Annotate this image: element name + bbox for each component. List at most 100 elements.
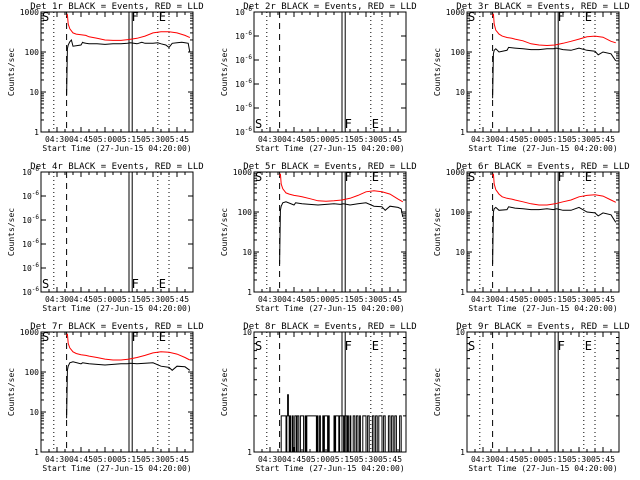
- panel-det-1r: Det 1r BLACK = Events, RED = LLD 1 10 100 10…: [7, 2, 204, 153]
- marker-letter-s: S: [255, 117, 262, 131]
- y-tick-label: 10: [29, 88, 39, 97]
- marker-letter-f: F: [132, 10, 139, 24]
- marker-letter-e: E: [159, 10, 166, 24]
- x-tick-label: 05:15: [330, 295, 354, 304]
- marker-letter-s: S: [255, 170, 262, 184]
- x-tick-label: 05:15: [543, 135, 567, 144]
- lld-series-line: [279, 173, 404, 203]
- y-tick-label: 1000: [446, 8, 465, 17]
- x-tick-label: 05:45: [591, 135, 615, 144]
- marker-letter-s: S: [468, 10, 475, 24]
- y-tick-label: 10: [455, 248, 465, 257]
- x-tick-label: 05:45: [591, 455, 615, 464]
- events-series-line: [492, 46, 617, 99]
- x-tick-label: 05:00: [93, 455, 117, 464]
- events-series-line: [279, 394, 403, 453]
- x-axis-label: Start Time (27-Jun-15 04:20:00): [255, 144, 404, 153]
- y-tick-label: 10: [455, 88, 465, 97]
- marker-letter-e: E: [585, 170, 592, 184]
- x-tick-label: 05:45: [378, 135, 402, 144]
- x-tick-label: 04:30: [471, 135, 495, 144]
- x-tick-label: 05:30: [354, 455, 378, 464]
- x-tick-label: 05:45: [591, 295, 615, 304]
- x-axis-label: Start Time (27-Jun-15 04:20:00): [42, 464, 191, 473]
- x-axis-label: Start Time (27-Jun-15 04:20:00): [255, 304, 404, 313]
- x-tick-label: 05:45: [165, 135, 189, 144]
- x-tick-label: 05:00: [306, 295, 330, 304]
- marker-letter-f: F: [558, 339, 565, 353]
- y-tick-label: 10-6: [22, 286, 39, 297]
- marker-letter-e: E: [585, 339, 592, 353]
- x-tick-label: 05:15: [543, 455, 567, 464]
- panel-det-5r: Det 5r BLACK = Events, RED = LLD 1 10 100 10…: [220, 162, 417, 313]
- x-tick-label: 05:45: [378, 295, 402, 304]
- panel-title: Det 9r BLACK = Events, RED = LLD: [456, 322, 629, 332]
- x-tick-label: 04:45: [282, 135, 306, 144]
- y-tick-label: 10-6: [22, 214, 39, 225]
- panel-det-6r: Det 6r BLACK = Events, RED = LLD 1 10 100 10…: [433, 162, 630, 313]
- x-tick-label: 04:30: [45, 295, 69, 304]
- plot-frame: [253, 11, 407, 133]
- marker-letter-f: F: [558, 10, 565, 24]
- y-tick-label: 10-6: [235, 54, 252, 65]
- x-tick-label: 04:45: [495, 135, 519, 144]
- x-tick-label: 04:30: [471, 295, 495, 304]
- y-tick-label: 10-6: [235, 6, 252, 17]
- marker-letter-s: S: [468, 170, 475, 184]
- marker-letter-s: S: [42, 10, 49, 24]
- panel-title: Det 7r BLACK = Events, RED = LLD: [30, 322, 203, 332]
- x-axis-label: Start Time (27-Jun-15 04:20:00): [468, 304, 617, 313]
- y-tick-label: 1000: [20, 328, 39, 337]
- y-tick-label: 100: [451, 208, 466, 217]
- plot-frame: [466, 331, 620, 453]
- marker-letter-f: F: [558, 170, 565, 184]
- x-tick-label: 05:15: [330, 135, 354, 144]
- x-tick-label: 05:30: [567, 135, 591, 144]
- x-tick-label: 05:30: [354, 135, 378, 144]
- x-tick-label: 05:15: [543, 295, 567, 304]
- marker-letter-e: E: [372, 339, 379, 353]
- marker-letter-s: S: [255, 339, 262, 353]
- x-tick-label: 05:15: [117, 135, 141, 144]
- x-tick-label: 04:30: [471, 455, 495, 464]
- panel-title: Det 1r BLACK = Events, RED = LLD: [30, 2, 203, 12]
- marker-letter-f: F: [345, 339, 352, 353]
- y-axis-label: Counts/sec: [7, 368, 16, 416]
- x-tick-label: 05:45: [378, 455, 402, 464]
- panel-title: Det 6r BLACK = Events, RED = LLD: [456, 162, 629, 172]
- events-series-line: [492, 206, 617, 265]
- marker-letter-f: F: [132, 277, 139, 291]
- y-tick-label: 10-6: [235, 78, 252, 89]
- y-tick-label: 1: [247, 448, 252, 457]
- panel-title: Det 2r BLACK = Events, RED = LLD: [243, 2, 416, 12]
- marker-letter-e: E: [372, 170, 379, 184]
- events-series-line: [66, 361, 191, 419]
- lld-series-line: [492, 173, 617, 206]
- marker-letter-f: F: [345, 117, 352, 131]
- panel-title: Det 5r BLACK = Events, RED = LLD: [243, 162, 416, 172]
- plot-frame: [466, 11, 620, 133]
- y-axis-label: Counts/sec: [220, 368, 229, 416]
- plot-frame: [40, 11, 194, 133]
- x-tick-label: 05:30: [567, 295, 591, 304]
- y-axis-label: Counts/sec: [220, 208, 229, 256]
- panel-det-8r: Det 8r BLACK = Events, RED = LLD 1 10 Count…: [220, 322, 417, 473]
- marker-letter-e: E: [372, 117, 379, 131]
- panel-det-9r: Det 9r BLACK = Events, RED = LLD 1 10 Count…: [433, 322, 630, 473]
- y-axis-label: Counts/sec: [7, 208, 16, 256]
- x-tick-label: 05:00: [519, 295, 543, 304]
- lld-series-line: [66, 13, 191, 41]
- y-axis-label: Counts/sec: [220, 48, 229, 96]
- x-tick-label: 05:00: [93, 295, 117, 304]
- x-tick-label: 04:30: [258, 135, 282, 144]
- x-tick-label: 05:30: [141, 295, 165, 304]
- marker-letter-f: F: [132, 330, 139, 344]
- y-tick-label: 10-6: [22, 190, 39, 201]
- lld-series-line: [66, 333, 191, 361]
- x-tick-label: 05:15: [117, 455, 141, 464]
- x-tick-label: 05:00: [93, 135, 117, 144]
- y-tick-label: 1: [34, 128, 39, 137]
- panel-det-3r: Det 3r BLACK = Events, RED = LLD 1 10 100 10…: [433, 2, 630, 153]
- y-axis-label: Counts/sec: [433, 208, 442, 256]
